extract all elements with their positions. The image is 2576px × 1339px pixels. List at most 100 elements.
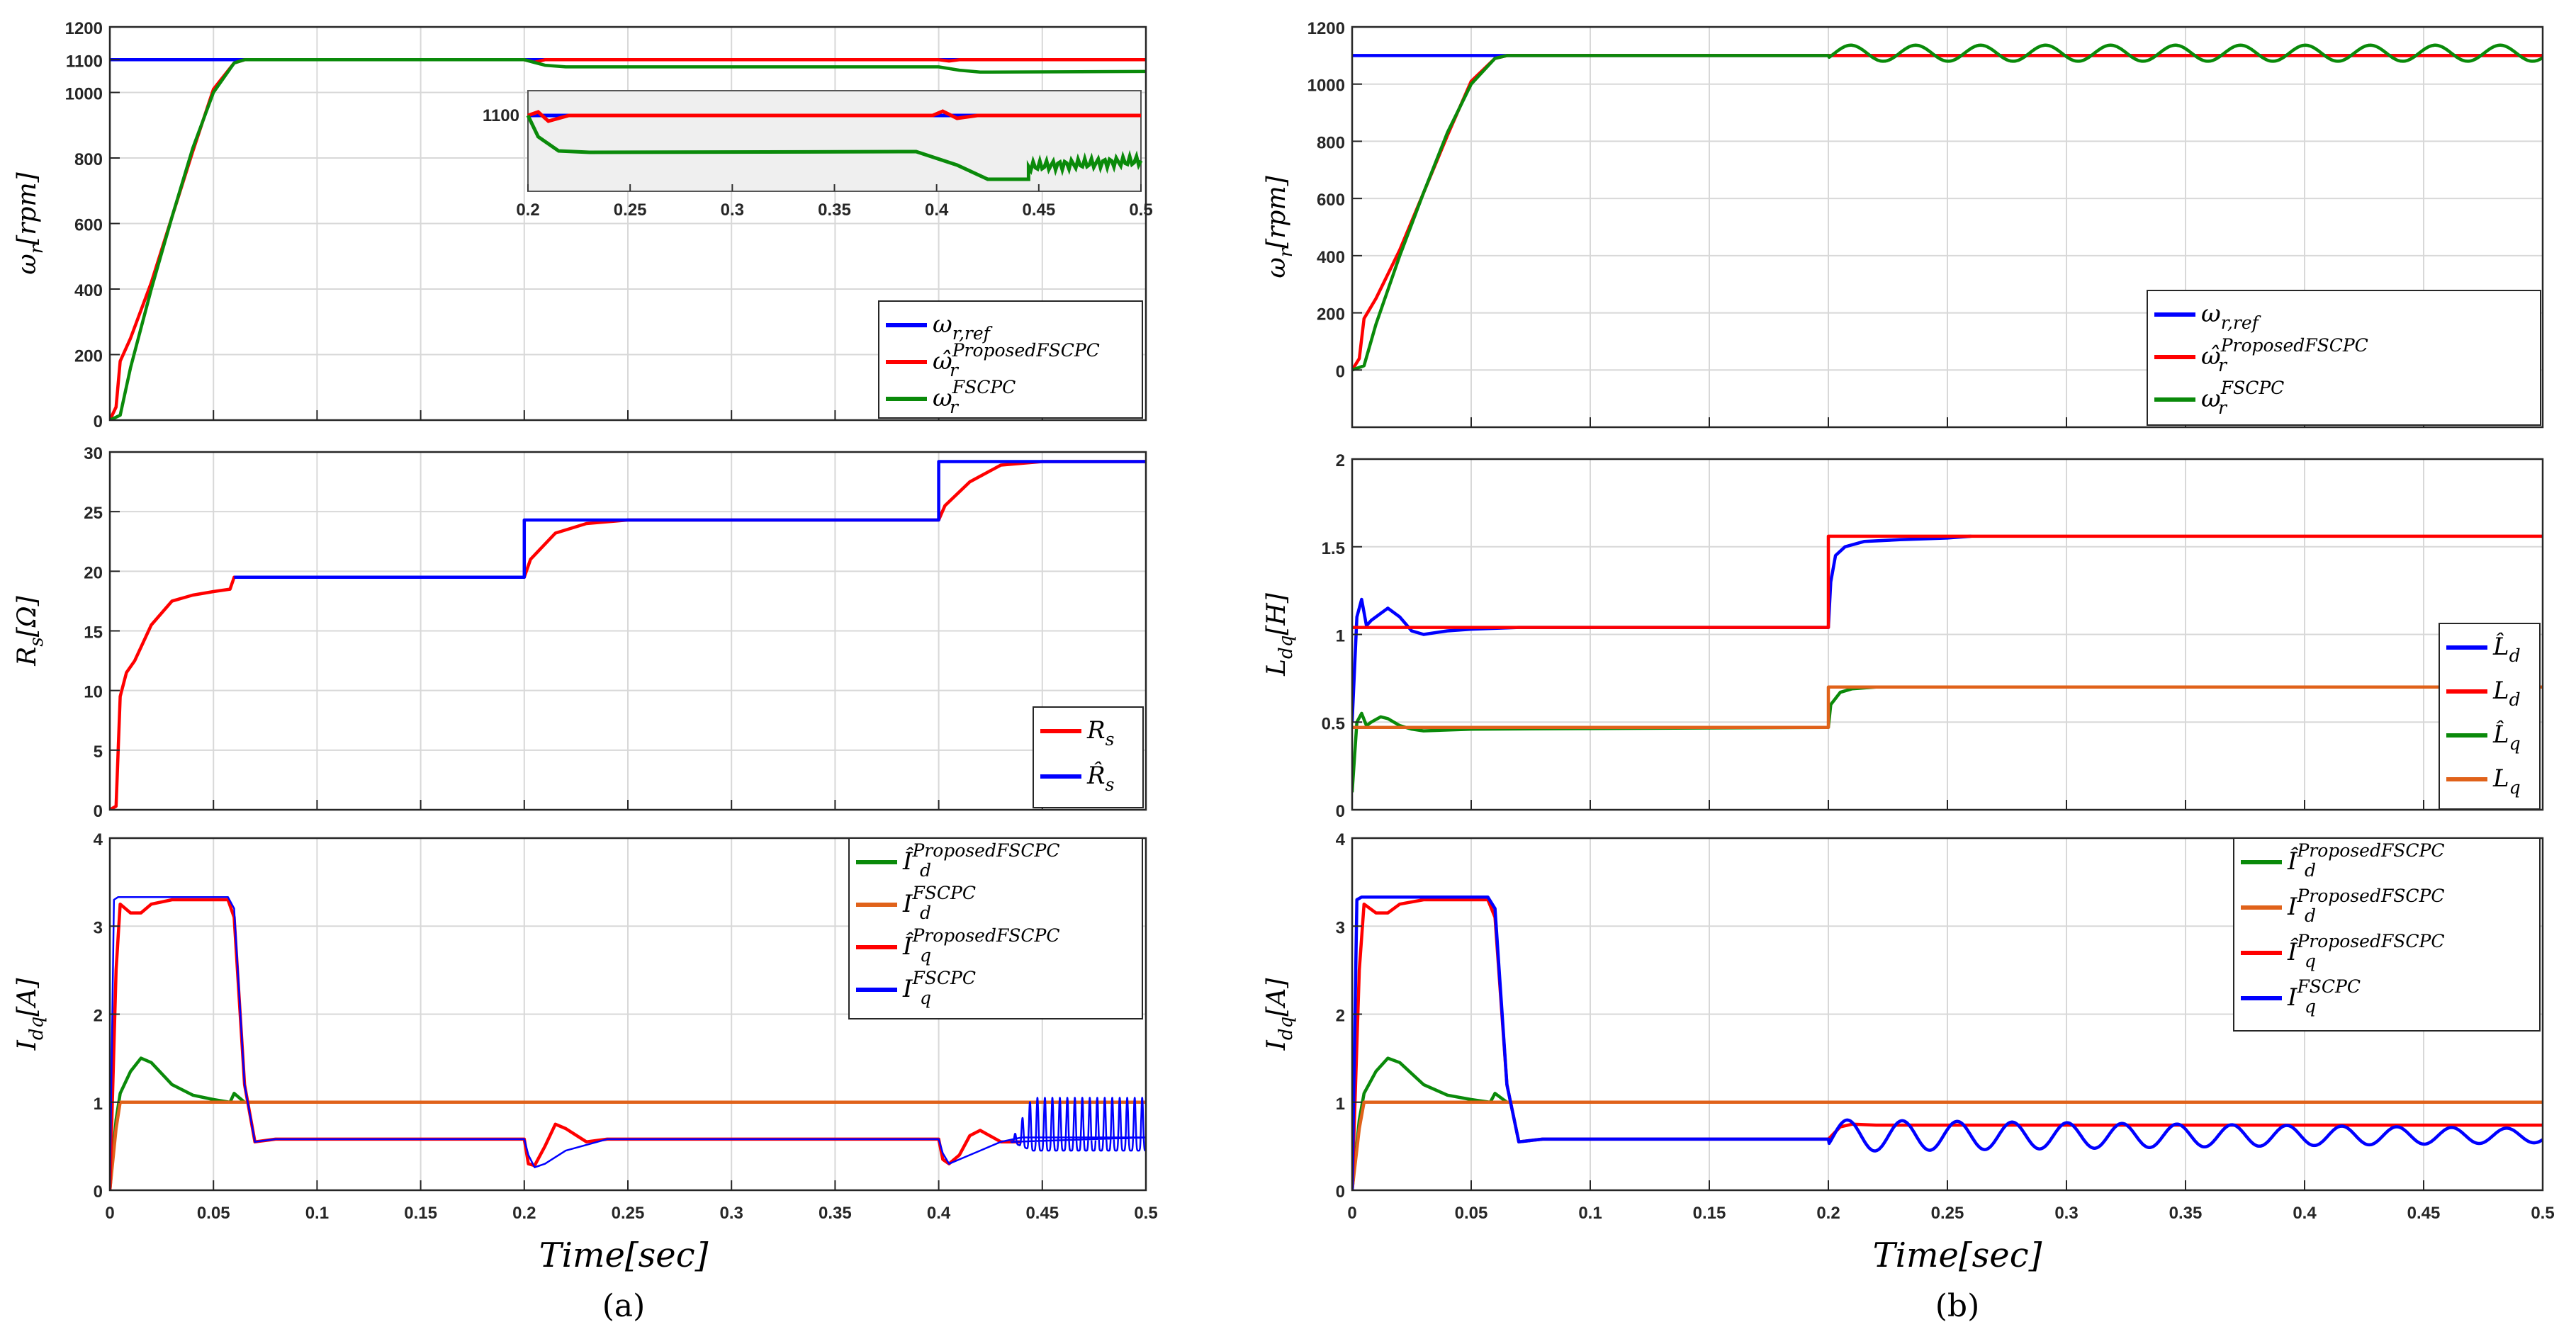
series-group [110,58,1146,420]
legend-box [1033,706,1144,808]
chart-b3-current: 0 0.05 0.1 0.15 0.2 0.25 0.3 0.35 0.4 0.45 0.5 0 1 2 3… [1262,830,2555,1223]
x-tick-label: 0.25 [612,1204,645,1223]
y-tick-label: 800 [1317,133,1345,152]
y-tick-label: 0 [1336,802,1345,821]
y-tick-label: 200 [74,347,103,366]
series-line [110,1056,1146,1190]
y-axis-label-main: I [1262,1039,1291,1051]
legend-main: Î [902,847,914,876]
y-axis-label-unit: [rpm] [1262,175,1291,248]
legend-sup: ProposedFSCPC [2296,931,2444,951]
legend-entry: ÎProposedFSCPC d [2287,840,2445,881]
x-tick-label: 0 [1347,1204,1356,1223]
legend-entry: IFSCPC q [902,968,976,1008]
x-tick-label: 0.05 [1455,1204,1488,1223]
y-tick-label: 2 [94,1007,103,1026]
series-line [110,896,1146,1190]
inset-series-line [526,114,1143,181]
legend-main: L [2492,764,2509,793]
legend-sub: q [920,988,931,1008]
chart-a3-current: 0 0.05 0.1 0.15 0.2 0.25 0.3 0.35 0.4 0.45 0.5 0 1 2 3… [13,830,1158,1223]
series-line [234,460,1146,580]
legend-main: I [2287,983,2297,1012]
legend-sup: FSCPC [2220,378,2285,398]
inset-tick-label: 0.3 [721,200,744,220]
y-axis-label-sub: dq [1276,635,1297,659]
y-axis-label-unit: [A] [1262,978,1291,1017]
x-tick-label: 0 [105,1204,114,1223]
legend-entry: ω̂ProposedFSCPC r [933,340,1100,380]
inset-frame [527,90,1142,192]
legend-sub: r,ref [952,323,993,344]
y-tick-label: 5 [94,742,103,762]
series-line [110,1100,1146,1190]
y-tick-label: 1.5 [1322,539,1345,558]
series-line [1352,534,1972,723]
y-tick-label: 400 [74,281,103,300]
legend-sub: r [2218,355,2228,375]
inset: 0.2 0.25 0.3 0.35 0.4 0.45 0.5 1100 [483,90,1153,220]
legend-main: I [902,890,913,918]
legend-sub: d [920,860,931,881]
y-axis-label: ωr[rpm] [1262,175,1297,278]
x-tick-label: 0.5 [1134,1204,1157,1223]
y-tick-label: 2 [1336,451,1345,470]
legend-box [848,837,1143,1019]
y-tick-label: 600 [1317,191,1345,210]
y-axis-label-main: L [1262,659,1291,677]
legend-entry: ωFSCPC r [2201,378,2284,418]
caption-a: (a) [602,1288,646,1324]
legend-sub: q [920,945,931,966]
y-tick-label: 1100 [66,52,103,71]
x-tick-label: 0.4 [2293,1204,2317,1223]
legend-entry: Lq [2492,764,2521,798]
legend-sup: FSCPC [2296,976,2361,997]
legend-box [2147,290,2541,426]
y-tick-label: 25 [84,504,103,523]
x-tick-label: 0.35 [819,1204,852,1223]
y-tick-label: 4 [94,830,103,849]
legend-sub: q [2305,996,2316,1017]
y-tick-label: 10 [84,683,103,702]
y-tick-label: 4 [1336,830,1346,849]
legend-entry: ωFSCPC r [933,377,1016,417]
legend-sup: ProposedFSCPC [2296,840,2444,861]
legend-main: Î [902,932,914,961]
legend-main: Î [2287,937,2299,966]
x-axis-label-b: Time[sec] [1873,1236,2042,1275]
y-axis-label: Rs[Ω] [13,595,47,666]
series-line [1352,685,1924,793]
legend-main: Î [2287,847,2299,876]
inset-tick-label: 0.5 [1129,200,1152,220]
y-tick-label: 2 [1336,1007,1345,1026]
inset-tick-label: 0.25 [614,200,647,220]
y-tick-label: 200 [1317,305,1345,324]
legend-sub: d [2305,905,2316,926]
legend-sub: r [2218,397,2228,418]
y-tick-label: 0 [94,1182,103,1202]
inset-tick-label: 0.45 [1022,200,1055,220]
legend-main: ω̂ [2201,342,2221,371]
x-tick-label: 0.1 [1578,1204,1602,1223]
y-tick-label: 1 [1336,1095,1345,1114]
y-axis-label-unit: [H] [1262,592,1291,635]
legend-sup: FSCPC [911,968,976,988]
legend-sup: ProposedFSCPC [911,925,1059,946]
legend-sub: r,ref [2221,312,2261,333]
y-tick-label: 15 [84,623,103,643]
y-tick-label: 0 [1336,1182,1345,1202]
inset-ytick-label: 1100 [483,106,519,125]
y-axis-label-unit: [rpm] [13,171,42,244]
legend-main: L̂ [2492,632,2509,661]
x-tick-label: 0.5 [2531,1204,2554,1223]
legend-entry: L̂d [2492,632,2521,666]
legend-entry: Rs [1086,716,1114,750]
legend-entry: ω̂ProposedFSCPC r [2201,335,2368,375]
series-line [1352,43,2543,372]
x-axis-label-a: Time[sec] [539,1236,709,1275]
legend-sup: FSCPC [911,883,976,903]
x-tick-label: 0.35 [2169,1204,2203,1223]
